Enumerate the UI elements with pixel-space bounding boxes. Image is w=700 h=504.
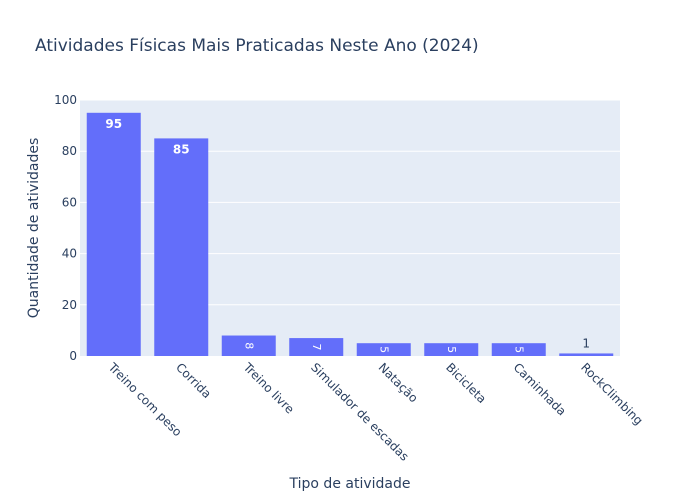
y-tick-label: 100 <box>54 93 77 107</box>
chart-title: Atividades Físicas Mais Praticadas Neste… <box>35 36 479 56</box>
bar <box>289 338 344 356</box>
bar <box>221 335 276 356</box>
y-axis-title: Quantidade de atividades <box>26 138 42 318</box>
bar-value-label: 5 <box>512 346 525 353</box>
bar-value-label: 5 <box>377 346 390 353</box>
y-tick-label: 60 <box>62 195 77 209</box>
y-tick-label: 80 <box>62 144 77 158</box>
bar-value-label: 1 <box>582 336 590 350</box>
bar <box>356 343 411 356</box>
bar <box>424 343 479 356</box>
bar-value-label: 95 <box>105 117 122 131</box>
y-tick-label: 40 <box>62 247 77 261</box>
bar-value-label: 7 <box>310 344 323 351</box>
bar-value-label: 85 <box>173 142 190 156</box>
bar <box>491 343 546 356</box>
y-tick-label: 20 <box>62 298 77 312</box>
bar-value-label: 5 <box>445 346 458 353</box>
y-axis-ticks: 0 20 40 60 80 100 <box>54 93 77 363</box>
bar <box>154 138 209 356</box>
y-tick-label: 0 <box>69 349 77 363</box>
bar-value-label: 8 <box>242 342 255 349</box>
bars: 95 85 8 7 5 5 5 1 <box>86 112 614 356</box>
x-axis-title: Tipo de atividade <box>289 476 411 492</box>
bar <box>559 353 614 356</box>
bar <box>86 112 141 356</box>
